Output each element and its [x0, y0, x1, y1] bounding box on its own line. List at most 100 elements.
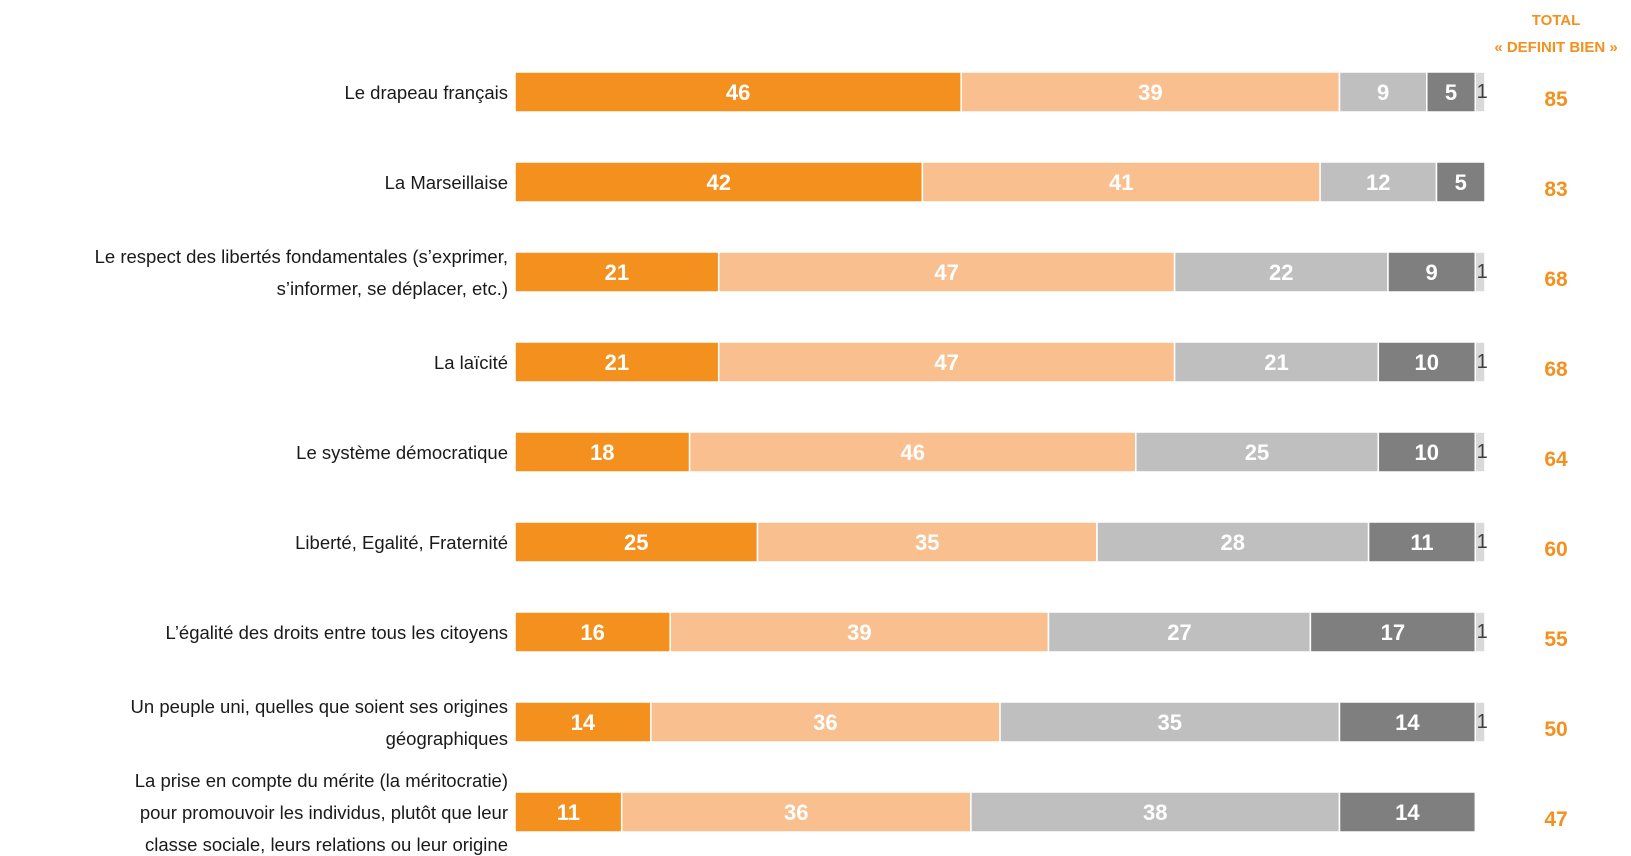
segment-value-label: 1: [1477, 81, 1488, 103]
segment-value-label: 5: [1445, 80, 1457, 105]
total-value-label: 55: [1544, 628, 1568, 651]
bar-row: La laïcité 21 47 21 10 1 68: [434, 341, 1568, 383]
bar-segment: [1377, 341, 1477, 383]
segment-value-label: 47: [934, 350, 958, 375]
bar-segment: [514, 341, 720, 383]
segment-value-label: 18: [590, 440, 614, 465]
bar-segment: [1096, 521, 1370, 563]
segment-value-label: 14: [1395, 800, 1420, 825]
bar-row: Un peuple uni, quelles que soient ses or…: [131, 696, 1568, 749]
segment-value-label: 39: [1138, 80, 1162, 105]
bar-segment: [1474, 701, 1486, 743]
segment-value-label: 38: [1143, 800, 1167, 825]
bar-segment: [970, 791, 1341, 833]
segment-value-label: 27: [1167, 620, 1191, 645]
category-label: Le drapeau français: [344, 82, 508, 103]
segment-value-label: 9: [1377, 80, 1389, 105]
bar-segment: [1338, 71, 1428, 113]
segment-value-label: 25: [1245, 440, 1269, 465]
segment-value-label: 25: [624, 530, 648, 555]
total-value-label: 64: [1544, 448, 1568, 471]
bar-segment: [717, 251, 1176, 293]
bar-segment: [1047, 611, 1312, 653]
category-label: s’informer, se déplacer, etc.): [277, 278, 508, 299]
total-value-label: 83: [1544, 178, 1567, 201]
bar-row: L’égalité des droits entre tous les cito…: [166, 611, 1568, 653]
bar-segment: [688, 431, 1137, 473]
bar-segment: [1474, 611, 1486, 653]
segment-value-label: 12: [1366, 170, 1390, 195]
segment-value-label: 36: [784, 800, 808, 825]
bar-segment: [514, 611, 671, 653]
category-label: Le respect des libertés fondamentales (s…: [95, 246, 508, 267]
total-value-label: 68: [1544, 358, 1568, 381]
segment-value-label: 22: [1269, 260, 1293, 285]
segment-value-label: 36: [813, 710, 837, 735]
total-header-line1: TOTAL: [1532, 12, 1581, 29]
category-label: Un peuple uni, quelles que soient ses or…: [131, 696, 508, 717]
bar-segment: [1474, 521, 1486, 563]
segment-value-label: 5: [1455, 170, 1467, 195]
bar-segment: [1474, 341, 1486, 383]
bar-segment: [514, 161, 924, 203]
total-value-label: 85: [1544, 88, 1568, 111]
bar-segment: [514, 251, 720, 293]
segment-value-label: 1: [1477, 261, 1488, 283]
bar-segment: [1474, 431, 1486, 473]
segment-value-label: 21: [1264, 350, 1288, 375]
segment-value-label: 1: [1477, 351, 1488, 373]
category-label: géographiques: [386, 728, 508, 749]
category-label: L’égalité des droits entre tous les cito…: [166, 622, 508, 643]
category-label: La laïcité: [434, 352, 508, 373]
total-value-label: 68: [1544, 268, 1568, 291]
bar-segment: [960, 71, 1341, 113]
bar-segment: [1387, 251, 1477, 293]
bar-segment: [1377, 431, 1477, 473]
bar-row: Le système démocratique 18 46 25 10 1 64: [296, 431, 1568, 473]
bar-segment: [1338, 791, 1477, 833]
bar-segment: [514, 71, 962, 113]
total-header-line2: « DEFINIT BIEN »: [1494, 39, 1617, 56]
bar-segment: [1173, 341, 1380, 383]
segment-value-label: 47: [934, 260, 958, 285]
bar-segment: [1474, 71, 1486, 113]
segment-value-label: 21: [605, 260, 629, 285]
segment-value-label: 46: [726, 80, 750, 105]
segment-value-label: 11: [557, 800, 580, 825]
bar-segment: [650, 701, 1001, 743]
bar-segment: [514, 791, 623, 833]
segment-value-label: 14: [1395, 710, 1420, 735]
segment-value-label: 1: [1477, 711, 1488, 733]
segment-value-label: 41: [1109, 170, 1133, 195]
bar-row: Le drapeau français 46 39 9 5 1 85: [344, 71, 1568, 113]
segment-value-label: 21: [605, 350, 629, 375]
bar-row: La prise en compte du mérite (la méritoc…: [135, 770, 1568, 855]
segment-value-label: 9: [1426, 260, 1438, 285]
bar-segment: [1319, 161, 1438, 203]
bar-segment: [756, 521, 1098, 563]
segment-value-label: 42: [706, 170, 730, 195]
category-label: pour promouvoir les individus, plutôt qu…: [140, 802, 508, 823]
category-label: Liberté, Egalité, Fraternité: [295, 532, 508, 553]
bar-segment: [921, 161, 1321, 203]
segment-value-label: 10: [1415, 350, 1439, 375]
segment-value-label: 1: [1477, 621, 1488, 643]
bar-row: Liberté, Egalité, Fraternité 25 35 28 11 1 60: [295, 521, 1568, 563]
category-label: La Marseillaise: [385, 172, 508, 193]
bar-segment: [514, 431, 691, 473]
segment-value-label: 35: [1158, 710, 1182, 735]
total-value-label: 60: [1544, 538, 1567, 561]
bar-segment: [1367, 521, 1477, 563]
category-label: La prise en compte du mérite (la méritoc…: [135, 770, 508, 791]
bar-segment: [1135, 431, 1380, 473]
segment-value-label: 10: [1415, 440, 1439, 465]
bar-segment: [514, 521, 759, 563]
segment-value-label: 16: [580, 620, 604, 645]
segment-value-label: 14: [571, 710, 596, 735]
category-label: classe sociale, leurs relations ou leur …: [145, 834, 508, 855]
segment-value-label: 11: [1410, 530, 1433, 555]
bar-segment: [1173, 251, 1389, 293]
bar-segment: [1309, 611, 1477, 653]
